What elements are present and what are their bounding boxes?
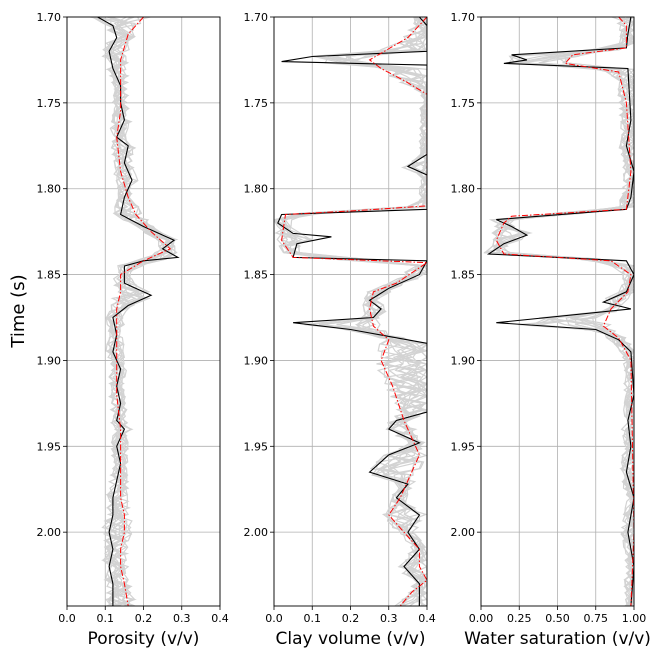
ensemble-line (494, 17, 634, 606)
x-tick-label: 0.0 (58, 612, 76, 625)
porosity-panel: 0.0 0.1 0.2 0.3 0.4 1.70 1.75 1.80 1.85 1.90 1.95 2… (37, 11, 229, 625)
y-tick-label: 1.75 (451, 97, 476, 110)
x-tick-label: 0.1 (304, 612, 322, 625)
red-series-line (116, 17, 172, 606)
x-tick-label: 0.00 (469, 612, 494, 625)
x-tick-label: 0.2 (135, 612, 153, 625)
x-tick-label: 0.1 (97, 612, 115, 625)
x-tick-label: 0.4 (211, 612, 229, 625)
y-tick-label: 1.80 (451, 183, 476, 196)
x-tick-label: 1.00 (622, 612, 647, 625)
y-tick-label: 2.00 (244, 526, 269, 539)
y-tick-label: 1.85 (37, 269, 62, 282)
black-series-line (277, 17, 427, 606)
water-saturation-panel: 0.00 0.25 0.50 0.75 1.00 1.70 1.75 1.80 1.85 1.90… (451, 11, 647, 625)
x-tick-label: 0.2 (342, 612, 360, 625)
y-tick-label: 1.70 (37, 11, 62, 24)
x-tick-label: 0.3 (380, 612, 398, 625)
red-series-line (281, 17, 427, 606)
y-tick-label: 1.95 (244, 440, 269, 453)
y-tick-label: 2.00 (37, 526, 62, 539)
ensemble-line (104, 17, 168, 606)
water-saturation-axis-label: Water saturation (v/v) (464, 629, 651, 649)
y-tick-label: 1.70 (451, 11, 476, 24)
y-tick-label: 1.75 (244, 97, 269, 110)
x-tick-label: 0.3 (173, 612, 191, 625)
x-tick-label: 0.4 (418, 612, 436, 625)
ensemble-line (280, 17, 427, 606)
ensemble-band (483, 17, 634, 606)
y-tick-label: 1.75 (37, 97, 62, 110)
x-tick-label: 0.0 (265, 612, 283, 625)
y-tick-label: 1.70 (244, 11, 269, 24)
x-tick-label: 0.25 (507, 612, 532, 625)
ensemble-line (283, 17, 427, 606)
y-tick-label: 1.85 (451, 269, 476, 282)
y-tick-label: 2.00 (451, 526, 476, 539)
red-series-line (495, 17, 634, 606)
y-tick-label: 1.85 (244, 269, 269, 282)
black-series-line (486, 17, 634, 606)
y-tick-label: 1.95 (451, 440, 476, 453)
y-tick-label: 1.95 (37, 440, 62, 453)
ensemble-line (101, 17, 168, 606)
black-series-line (97, 17, 180, 606)
x-tick-label: 0.50 (545, 612, 570, 625)
ensemble-line (274, 17, 427, 606)
y-tick-label: 1.80 (244, 183, 269, 196)
ensemble-line (274, 17, 427, 606)
ensemble-band (90, 17, 180, 606)
y-axis-label: Time (s) (8, 274, 29, 348)
y-tick-label: 1.90 (37, 354, 62, 367)
porosity-axis-label: Porosity (v/v) (88, 629, 200, 649)
x-tick-label: 0.75 (584, 612, 609, 625)
y-tick-label: 1.80 (37, 183, 62, 196)
clay-volume-axis-label: Clay volume (v/v) (276, 629, 426, 649)
y-tick-label: 1.90 (451, 354, 476, 367)
clay-volume-panel: 0.0 0.1 0.2 0.3 0.4 1.70 1.75 1.80 1.85 1.90 1.95 2… (244, 11, 436, 625)
ensemble-line (105, 17, 178, 606)
y-tick-label: 1.90 (244, 354, 269, 367)
